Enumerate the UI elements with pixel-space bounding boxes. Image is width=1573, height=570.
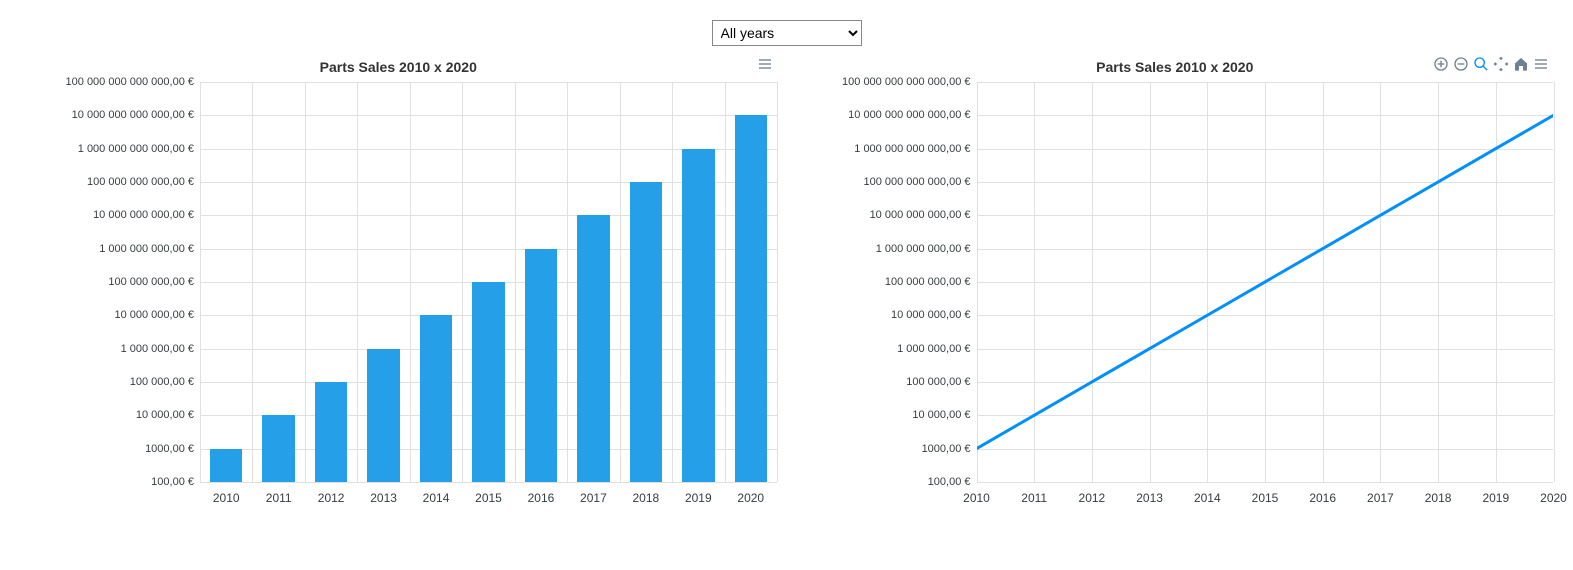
y-tick-label: 100 000 000,00 €	[108, 276, 194, 288]
bar[interactable]	[210, 449, 243, 482]
zoom-out-icon[interactable]	[1453, 56, 1469, 72]
y-tick-label: 100 000 000 000,00 €	[863, 176, 970, 188]
line-chart-body: 100,00 € 1000,00 € 10 000,00 € 100 000,00 €…	[797, 82, 1554, 522]
x-tick-label: 2016	[1309, 491, 1336, 505]
pan-icon[interactable]	[1493, 56, 1509, 72]
x-tick-label: 2015	[475, 491, 502, 505]
x-tick-label: 2018	[1425, 491, 1452, 505]
line-chart-line	[977, 82, 1553, 482]
x-tick-label: 2014	[1194, 491, 1221, 505]
bar-chart-y-axis: 100,00 €1000,00 €10 000,00 €100 000,00 €…	[20, 82, 200, 482]
bar[interactable]	[315, 382, 348, 482]
y-tick-label: 10 000,00 €	[912, 409, 970, 421]
y-tick-label: 10 000 000,00 €	[891, 309, 971, 321]
x-tick-label: 2018	[633, 491, 660, 505]
x-tick-label: 2013	[370, 491, 397, 505]
y-tick-label: 10 000 000,00 €	[114, 309, 194, 321]
y-tick-label: 1 000 000,00 €	[121, 343, 194, 355]
x-tick-label: 2011	[1021, 491, 1047, 505]
x-tick-label: 2015	[1252, 491, 1279, 505]
y-tick-label: 1 000 000 000 000,00 €	[78, 143, 194, 155]
year-selector[interactable]: All years	[712, 20, 862, 46]
bar-chart-bars	[200, 82, 777, 482]
menu-icon[interactable]	[1533, 56, 1549, 72]
year-selector-container: All years	[20, 20, 1553, 46]
x-tick-label: 2013	[1136, 491, 1163, 505]
x-tick-label: 2016	[528, 491, 555, 505]
y-tick-label: 1000,00 €	[922, 443, 971, 455]
y-tick-label: 10 000 000 000 000,00 €	[72, 109, 194, 121]
x-tick-label: 2020	[737, 491, 764, 505]
y-tick-label: 100 000 000,00 €	[885, 276, 971, 288]
bar[interactable]	[472, 282, 505, 482]
bar-chart-toolbar	[757, 56, 773, 72]
charts-row: Parts Sales 2010 x 2020 100,00 € 1000,00 …	[20, 56, 1553, 522]
bar[interactable]	[735, 115, 768, 482]
x-tick-label: 2010	[963, 491, 990, 505]
line-chart-plot-area	[977, 82, 1554, 482]
bar-chart-body: 100,00 € 1000,00 € 10 000,00 € 100 000,00 €…	[20, 82, 777, 522]
x-tick-label: 2012	[1079, 491, 1106, 505]
line-chart-panel: Parts Sales 2010 x 2020 100,00 € 1000,00 …	[797, 56, 1554, 522]
bar[interactable]	[577, 215, 610, 482]
y-tick-label: 1 000 000 000,00 €	[99, 243, 194, 255]
y-tick-label: 10 000 000 000,00 €	[93, 209, 194, 221]
x-tick-label: 2017	[1367, 491, 1394, 505]
line-chart-toolbar	[1433, 56, 1549, 72]
y-tick-label: 1 000 000,00 €	[897, 343, 970, 355]
y-tick-label: 10 000,00 €	[136, 409, 194, 421]
zoom-in-icon[interactable]	[1433, 56, 1449, 72]
bar[interactable]	[682, 149, 715, 482]
x-tick-label: 2020	[1540, 491, 1567, 505]
x-tick-label: 2010	[213, 491, 240, 505]
x-tick-label: 2014	[423, 491, 450, 505]
bar-chart-title: Parts Sales 2010 x 2020	[320, 59, 477, 75]
y-tick-label: 100 000 000 000 000,00 €	[842, 76, 970, 88]
x-tick-label: 2019	[685, 491, 712, 505]
bar-chart-panel: Parts Sales 2010 x 2020 100,00 € 1000,00 …	[20, 56, 777, 522]
zoom-icon[interactable]	[1473, 56, 1489, 72]
bar-chart-x-axis: 2010 2011 2012 2013 2014 2015 2016 2017 2018 2019…	[200, 487, 777, 512]
y-tick-label: 10 000 000 000,00 €	[870, 209, 971, 221]
y-tick-label: 1 000 000 000,00 €	[876, 243, 971, 255]
y-tick-label: 100 000,00 €	[906, 376, 970, 388]
y-tick-label: 100 000,00 €	[130, 376, 194, 388]
y-tick-label: 1000,00 €	[145, 443, 194, 455]
bar-chart-header: Parts Sales 2010 x 2020	[20, 56, 777, 78]
x-tick-label: 2017	[580, 491, 607, 505]
bar[interactable]	[630, 182, 663, 482]
home-icon[interactable]	[1513, 56, 1529, 72]
bar[interactable]	[367, 349, 400, 482]
menu-icon[interactable]	[757, 56, 773, 72]
y-tick-label: 100,00 €	[928, 476, 971, 488]
line-chart-header: Parts Sales 2010 x 2020	[797, 56, 1554, 78]
y-tick-label: 100 000 000 000 000,00 €	[66, 76, 194, 88]
line-chart-x-axis: 2010201120122013201420152016201720182019…	[977, 487, 1554, 512]
x-tick-label: 2012	[318, 491, 345, 505]
y-tick-label: 100,00 €	[151, 476, 194, 488]
y-tick-label: 100 000 000 000,00 €	[87, 176, 194, 188]
line-chart-title: Parts Sales 2010 x 2020	[1096, 59, 1253, 75]
y-tick-label: 10 000 000 000 000,00 €	[848, 109, 970, 121]
bar[interactable]	[525, 249, 558, 482]
y-tick-label: 1 000 000 000 000,00 €	[854, 143, 970, 155]
x-tick-label: 2011	[266, 491, 292, 505]
bar-chart-plot-area	[200, 82, 777, 482]
x-tick-label: 2019	[1482, 491, 1509, 505]
bar[interactable]	[420, 315, 453, 482]
bar[interactable]	[262, 415, 295, 482]
line-chart-y-axis: 100,00 €1000,00 €10 000,00 €100 000,00 €…	[797, 82, 977, 482]
